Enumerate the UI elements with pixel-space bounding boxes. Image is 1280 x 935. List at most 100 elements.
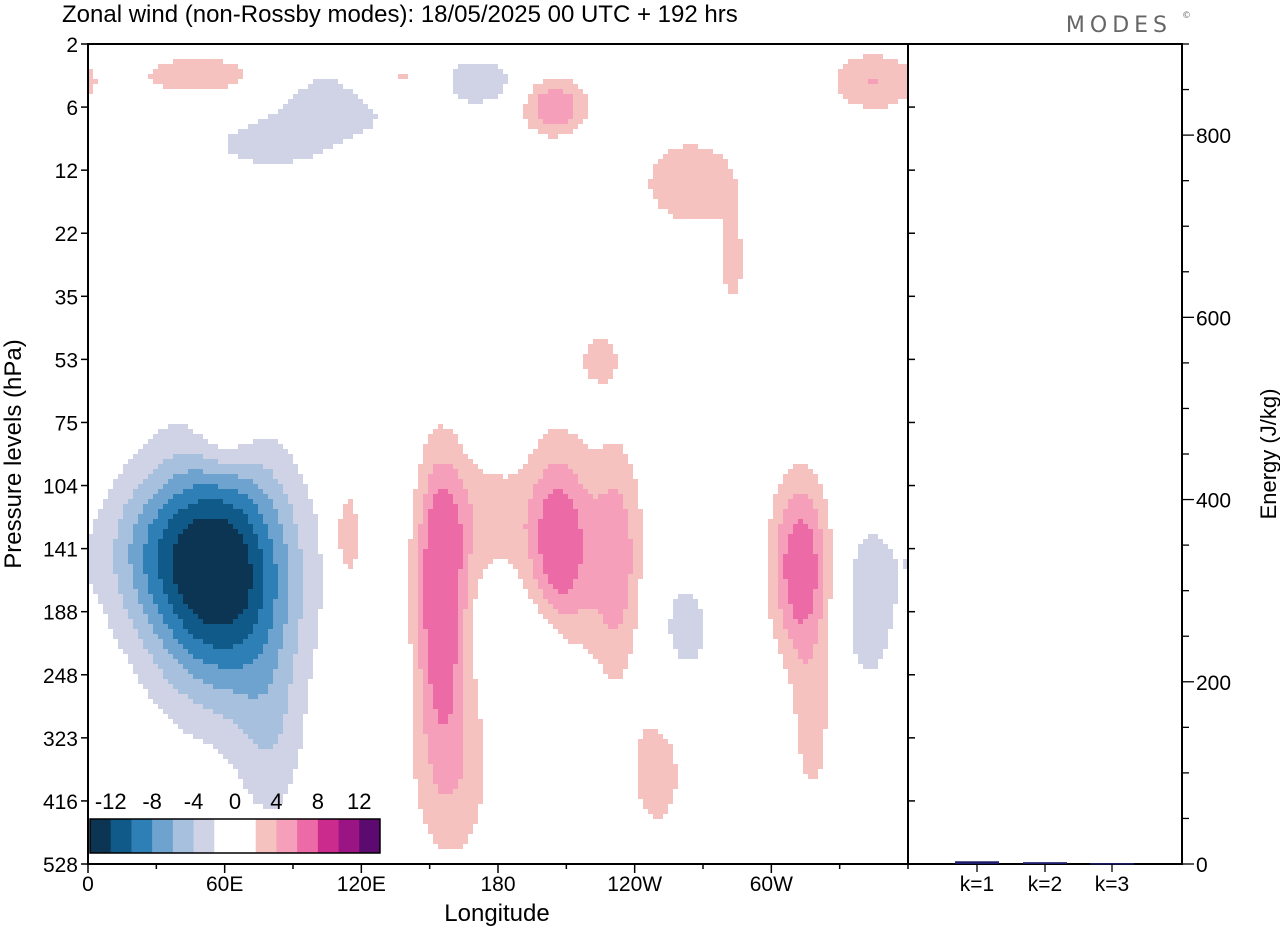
field-cell xyxy=(243,664,278,669)
field-cell xyxy=(458,609,463,614)
field-cell xyxy=(653,164,728,169)
field-cell xyxy=(818,554,823,559)
field-cell xyxy=(303,569,323,574)
field-cell xyxy=(418,604,423,609)
field-cell xyxy=(418,554,423,559)
field-cell xyxy=(463,704,478,709)
field-cell xyxy=(158,489,183,494)
field-cell xyxy=(408,584,418,589)
field-cell xyxy=(433,764,463,769)
field-cell xyxy=(268,524,283,529)
field-cell xyxy=(423,599,458,604)
field-cell xyxy=(903,559,908,564)
field-cell xyxy=(303,594,323,599)
field-cell xyxy=(283,534,298,539)
field-cell xyxy=(548,599,628,604)
field-cell xyxy=(98,599,123,604)
energy-axis-label: Energy (J/kg) xyxy=(1256,389,1280,520)
field-cell xyxy=(518,574,533,579)
field-cell xyxy=(768,579,778,584)
field-cell xyxy=(158,554,173,559)
field-cell xyxy=(638,794,673,799)
field-cell xyxy=(288,684,308,689)
field-cell xyxy=(423,819,478,824)
field-cell xyxy=(823,594,833,599)
field-cell xyxy=(283,539,298,544)
field-cell xyxy=(768,529,778,534)
field-cell xyxy=(623,619,638,624)
field-cell xyxy=(543,594,628,599)
field-cell xyxy=(243,784,288,789)
colorbar-label: 4 xyxy=(270,789,282,814)
field-cell xyxy=(528,549,538,554)
energy-bar xyxy=(1023,862,1067,864)
field-cell xyxy=(608,489,618,494)
field-cell xyxy=(153,624,168,629)
field-cell xyxy=(778,564,783,569)
field-cell xyxy=(218,749,298,754)
field-cell xyxy=(413,504,423,509)
colorbar-swatch xyxy=(193,819,215,853)
field-cell xyxy=(523,584,538,589)
field-cell xyxy=(153,469,188,474)
field-cell xyxy=(183,644,213,649)
field-cell xyxy=(268,634,283,639)
field-cell xyxy=(248,694,258,699)
field-cell xyxy=(293,504,313,509)
field-cell xyxy=(798,519,803,524)
field-cell xyxy=(418,629,428,634)
y-tick-label: 416 xyxy=(43,791,78,814)
field-cell xyxy=(518,469,543,474)
field-cell xyxy=(128,549,143,554)
x-axis-label: Longitude xyxy=(444,900,549,927)
field-cell xyxy=(433,469,458,474)
field-cell xyxy=(863,664,878,669)
field-cell xyxy=(178,584,253,589)
field-cell xyxy=(643,729,658,734)
field-cell xyxy=(428,644,458,649)
field-cell xyxy=(283,724,303,729)
field-cell xyxy=(583,359,618,364)
field-cell xyxy=(298,534,318,539)
field-cell xyxy=(288,499,313,504)
field-cell xyxy=(573,579,628,584)
field-cell xyxy=(258,544,273,549)
field-cell xyxy=(303,574,323,579)
field-cell xyxy=(243,534,258,539)
field-cell xyxy=(263,569,278,574)
field-cell xyxy=(638,739,668,744)
field-cell xyxy=(458,659,463,664)
field-cell xyxy=(263,514,278,519)
field-cell xyxy=(673,604,698,609)
field-cell xyxy=(273,604,288,609)
field-cell xyxy=(288,569,303,574)
field-cell xyxy=(728,289,738,294)
field-cell xyxy=(98,509,123,514)
field-cell xyxy=(438,424,443,429)
field-cell xyxy=(638,764,678,769)
field-cell xyxy=(903,564,908,569)
field-cell xyxy=(783,519,798,524)
field-cell xyxy=(723,249,743,254)
field-cell xyxy=(433,499,453,504)
field-cell xyxy=(183,619,203,624)
field-cell xyxy=(273,544,288,549)
field-cell xyxy=(423,704,433,709)
field-cell xyxy=(653,189,738,194)
field-cell xyxy=(583,554,633,559)
field-cell xyxy=(128,654,153,659)
field-cell xyxy=(788,584,818,589)
field-cell xyxy=(838,84,908,89)
field-cell xyxy=(463,624,473,629)
field-cell xyxy=(103,604,123,609)
field-cell xyxy=(428,749,463,754)
field-cell xyxy=(173,554,248,559)
field-cell xyxy=(778,524,793,529)
field-cell xyxy=(423,604,458,609)
field-cell xyxy=(648,184,738,189)
field-cell xyxy=(623,499,638,504)
field-cell xyxy=(133,529,148,534)
field-cell xyxy=(113,629,138,634)
field-cell xyxy=(778,644,793,649)
field-cell xyxy=(113,539,133,544)
